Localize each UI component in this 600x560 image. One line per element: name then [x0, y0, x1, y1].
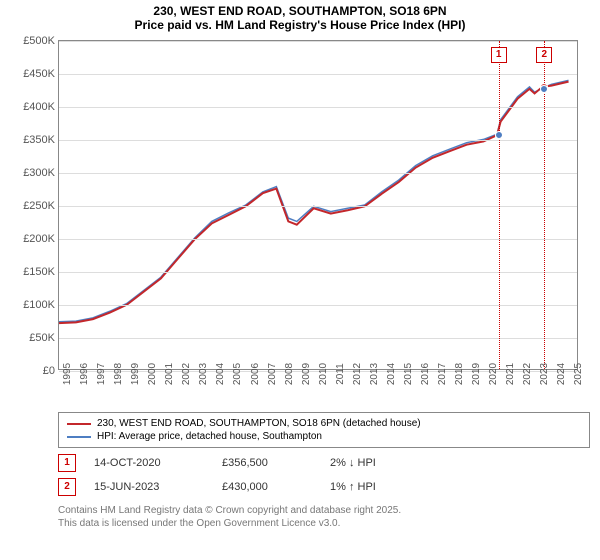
- x-tick-label: 2019: [471, 363, 482, 385]
- y-tick-label: £50K: [29, 332, 55, 344]
- chart-title: 230, WEST END ROAD, SOUTHAMPTON, SO18 6P…: [0, 0, 600, 18]
- y-tick-label: £0: [43, 365, 55, 377]
- chart-container: £0 £50K £100K £150K £200K £250K £300K £350K £400…: [10, 40, 590, 410]
- legend: 230, WEST END ROAD, SOUTHAMPTON, SO18 6P…: [58, 412, 590, 448]
- x-tick-label: 2021: [505, 363, 516, 385]
- y-tick-label: £250K: [23, 200, 55, 212]
- sale-price: £430,000: [222, 481, 312, 493]
- sale-badge: 2: [58, 478, 76, 496]
- x-tick-label: 2009: [301, 363, 312, 385]
- y-tick-label: £200K: [23, 233, 55, 245]
- marker-dot-blue: [540, 85, 548, 93]
- legend-label: 230, WEST END ROAD, SOUTHAMPTON, SO18 6P…: [97, 418, 421, 429]
- x-tick-label: 2006: [250, 363, 261, 385]
- marker-badge: 1: [491, 47, 507, 63]
- x-tick-label: 2004: [215, 363, 226, 385]
- y-tick-label: £400K: [23, 101, 55, 113]
- y-tick-label: £450K: [23, 68, 55, 80]
- x-tick-label: 2015: [403, 363, 414, 385]
- y-tick-label: £100K: [23, 299, 55, 311]
- sale-delta: 2% ↓ HPI: [330, 457, 376, 469]
- y-axis: £0£50K£100K£150K£200K£250K£300K£350K£400…: [11, 41, 59, 369]
- x-tick-label: 2012: [352, 363, 363, 385]
- sale-date: 15-JUN-2023: [94, 481, 204, 493]
- x-tick-label: 2020: [488, 363, 499, 385]
- attribution-footer: Contains HM Land Registry data © Crown c…: [58, 504, 590, 530]
- sale-row: 2 15-JUN-2023 £430,000 1% ↑ HPI: [58, 478, 590, 496]
- x-axis: 1995199619971998199920002001200220032004…: [58, 370, 578, 410]
- x-tick-label: 2001: [164, 363, 175, 385]
- series-price_paid: [59, 82, 569, 323]
- x-tick-label: 2018: [454, 363, 465, 385]
- x-tick-label: 2008: [284, 363, 295, 385]
- plot-area: £0£50K£100K£150K£200K£250K£300K£350K£400…: [58, 40, 578, 370]
- sale-delta: 1% ↑ HPI: [330, 481, 376, 493]
- x-tick-label: 2011: [335, 363, 346, 385]
- x-tick-label: 1997: [96, 363, 107, 385]
- sale-row: 1 14-OCT-2020 £356,500 2% ↓ HPI: [58, 454, 590, 472]
- x-tick-label: 2013: [369, 363, 380, 385]
- x-tick-label: 2016: [420, 363, 431, 385]
- x-tick-label: 2002: [181, 363, 192, 385]
- y-tick-label: £500K: [23, 35, 55, 47]
- legend-label: HPI: Average price, detached house, Sout…: [97, 431, 322, 442]
- legend-row: HPI: Average price, detached house, Sout…: [67, 430, 581, 443]
- x-tick-label: 1996: [79, 363, 90, 385]
- marker-line: [499, 41, 500, 369]
- marker-dot-blue: [495, 131, 503, 139]
- x-tick-label: 1995: [62, 363, 73, 385]
- x-tick-label: 1998: [113, 363, 124, 385]
- y-tick-label: £150K: [23, 266, 55, 278]
- chart-subtitle: Price paid vs. HM Land Registry's House …: [0, 18, 600, 32]
- y-tick-label: £300K: [23, 167, 55, 179]
- x-tick-label: 2014: [386, 363, 397, 385]
- x-tick-label: 2025: [573, 363, 584, 385]
- x-tick-label: 2007: [267, 363, 278, 385]
- x-tick-label: 2003: [198, 363, 209, 385]
- series-hpi: [59, 80, 569, 321]
- x-tick-label: 2022: [522, 363, 533, 385]
- sales-table: 1 14-OCT-2020 £356,500 2% ↓ HPI 2 15-JUN-2023…: [0, 454, 600, 496]
- legend-swatch: [67, 423, 91, 425]
- x-tick-label: 2000: [147, 363, 158, 385]
- marker-badge: 2: [536, 47, 552, 63]
- legend-swatch: [67, 436, 91, 438]
- y-tick-label: £350K: [23, 134, 55, 146]
- x-tick-label: 2024: [556, 363, 567, 385]
- sale-date: 14-OCT-2020: [94, 457, 204, 469]
- sale-price: £356,500: [222, 457, 312, 469]
- legend-row: 230, WEST END ROAD, SOUTHAMPTON, SO18 6P…: [67, 417, 581, 430]
- x-tick-label: 2005: [232, 363, 243, 385]
- footer-line-1: Contains HM Land Registry data © Crown c…: [58, 504, 590, 517]
- x-tick-label: 2017: [437, 363, 448, 385]
- footer-line-2: This data is licensed under the Open Gov…: [58, 517, 590, 530]
- x-tick-label: 1999: [130, 363, 141, 385]
- x-tick-label: 2010: [318, 363, 329, 385]
- sale-badge: 1: [58, 454, 76, 472]
- x-tick-label: 2023: [539, 363, 550, 385]
